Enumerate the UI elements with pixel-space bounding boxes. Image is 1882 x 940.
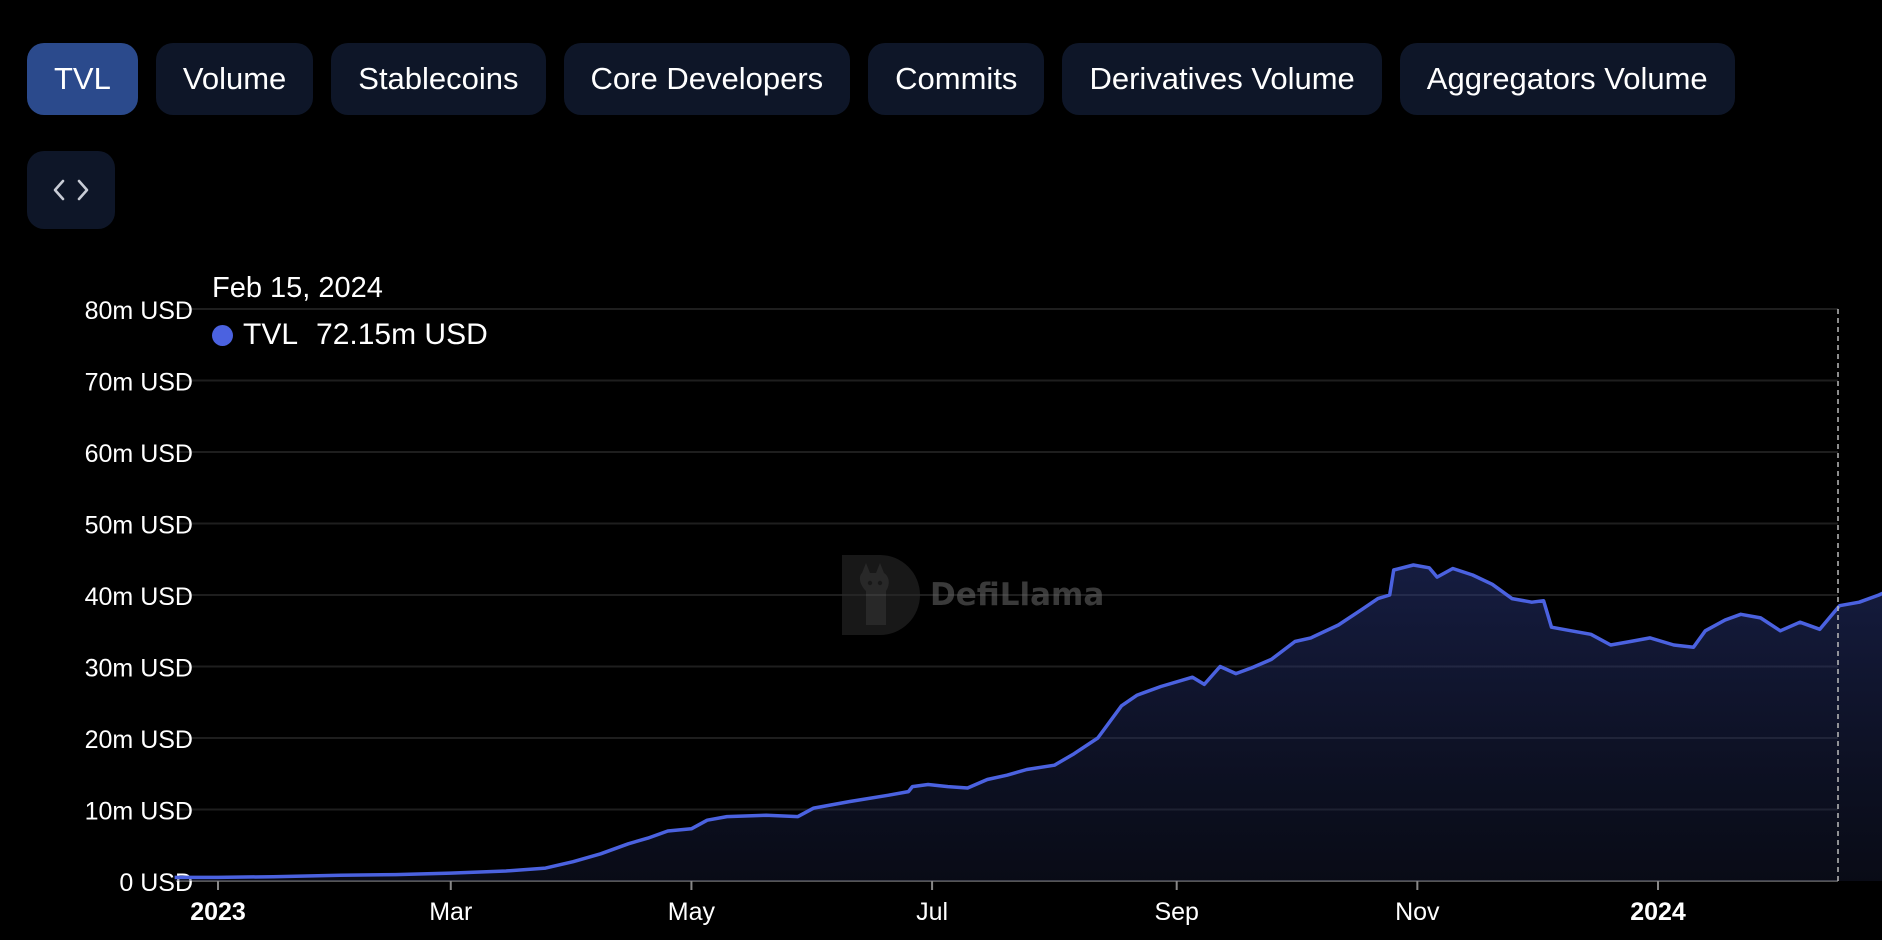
tab-aggregators-volume[interactable]: Aggregators Volume <box>1399 43 1735 115</box>
x-tick-label: May <box>668 898 716 926</box>
tooltip-row: TVL 72.15m USD <box>212 318 488 352</box>
embed-button[interactable] <box>27 151 115 229</box>
x-tick-label: Jul <box>916 898 948 926</box>
y-tick-label: 70m USD <box>85 369 193 397</box>
x-tick-label: Nov <box>1395 898 1440 926</box>
y-tick-label: 10m USD <box>85 798 193 826</box>
series-line <box>174 563 1882 880</box>
series-color-dot <box>212 324 233 346</box>
tab-tvl[interactable]: TVL <box>27 43 138 115</box>
llama-logo-icon <box>842 555 920 635</box>
tab-stablecoins[interactable]: Stablecoins <box>331 43 546 115</box>
y-tick-label: 40m USD <box>85 583 193 611</box>
x-tick-label: 2023 <box>190 898 246 926</box>
x-axis-labels: 2023 Mar May Jul Sep Nov 2024 <box>190 881 1686 926</box>
chart-tabs: TVL Volume Stablecoins Core Developers Commi… <box>27 43 1735 115</box>
x-tick-label: Mar <box>429 898 472 926</box>
y-tick-label: 50m USD <box>85 512 193 540</box>
code-brackets-icon <box>53 179 89 201</box>
x-tick-label: 2024 <box>1630 898 1686 926</box>
tab-core-developers[interactable]: Core Developers <box>563 43 851 115</box>
tab-derivatives-volume[interactable]: Derivatives Volume <box>1062 43 1382 115</box>
series-layer <box>174 309 1882 881</box>
watermark-text: DefiLlama <box>930 577 1105 613</box>
y-tick-label: 20m USD <box>85 726 193 754</box>
watermark: DefiLlama <box>840 551 1104 639</box>
y-tick-label: 30m USD <box>85 655 193 683</box>
tooltip-value: 72.15m USD <box>316 318 488 351</box>
y-tick-label: 80m USD <box>85 297 193 325</box>
tab-volume[interactable]: Volume <box>155 43 314 115</box>
y-axis-labels: 0 USD 10m USD 20m USD 30m USD 40m USD 50m USD… <box>85 297 193 897</box>
tooltip-series-name: TVL <box>243 318 299 351</box>
tooltip-date: Feb 15, 2024 <box>212 272 383 304</box>
y-tick-label: 0 USD <box>119 869 193 897</box>
series-area <box>174 565 1882 881</box>
y-tick-label: 60m USD <box>85 440 193 468</box>
tab-commits[interactable]: Commits <box>868 43 1045 115</box>
x-tick-label: Sep <box>1154 898 1198 926</box>
